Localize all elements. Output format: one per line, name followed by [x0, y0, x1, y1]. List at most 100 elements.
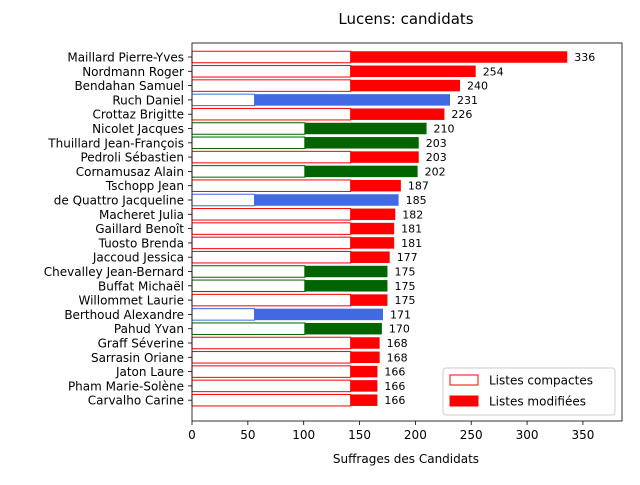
bar-compact: [191, 107, 352, 121]
bar-value-label: 181: [401, 237, 422, 250]
bars-group: 3362542402312262102032032021871851821811…: [191, 50, 595, 407]
bar-value-label: 202: [425, 165, 446, 178]
y-tick-label: Sarrasin Oriane: [91, 351, 184, 365]
bar-modified: [254, 194, 399, 206]
bar-compact: [191, 265, 306, 278]
y-tick-label: Willommet Laurie: [78, 294, 184, 308]
bar-compact: [191, 293, 352, 307]
bar-modified: [350, 365, 378, 378]
bar-value-label: 231: [457, 94, 478, 107]
bar-value-label: 226: [451, 108, 472, 121]
bar-modified: [350, 179, 401, 192]
chart-title: Lucens: candidats: [338, 10, 473, 28]
bar-modified: [350, 237, 395, 249]
x-tick-label: 350: [571, 428, 594, 442]
y-tick-label: Chevalley Jean-Bernard: [44, 265, 184, 279]
bar-modified: [350, 380, 378, 392]
bar-value-label: 166: [384, 380, 405, 393]
bar-modified: [254, 308, 383, 321]
y-tick-label: Nordmann Roger: [82, 65, 184, 79]
bar-modified: [304, 137, 419, 149]
bar-modified: [350, 222, 395, 235]
bar-compact: [191, 150, 352, 164]
bar-value-label: 175: [394, 294, 415, 307]
y-tick-label: Carvalho Carine: [88, 394, 184, 408]
bar-compact: [191, 279, 306, 293]
bar-modified: [350, 337, 380, 349]
y-tick-label: Berthoud Alexandre: [64, 308, 184, 322]
bar-modified: [350, 79, 461, 92]
legend-swatch: [449, 374, 479, 386]
bar-value-label: 168: [387, 337, 408, 350]
bar-value-label: 210: [434, 123, 455, 136]
bar-value-label: 168: [387, 351, 408, 364]
plot-frame: [191, 42, 623, 422]
bar-compact: [191, 136, 306, 150]
y-tick-label: Nicolet Jacques: [92, 122, 184, 136]
bar-modified: [350, 251, 390, 263]
x-axis-label: Suffrages des Candidats: [333, 452, 479, 466]
x-axis: 0 50 100 150 200 250 300 350: [188, 421, 594, 442]
bar-value-label: 240: [467, 80, 488, 93]
bar-value-label: 170: [389, 323, 410, 336]
bar-value-label: 175: [394, 266, 415, 279]
bar-compact: [191, 79, 352, 92]
bar-value-label: 254: [483, 65, 504, 78]
y-tick-label: de Quattro Jacqueline: [54, 194, 184, 208]
bar-compact: [191, 351, 352, 364]
y-tick-label: Tuosto Brenda: [98, 236, 184, 250]
bar-compact: [191, 165, 306, 178]
bar-value-label: 175: [394, 280, 415, 293]
legend-swatch: [449, 395, 479, 407]
bar-compact: [191, 65, 352, 78]
y-tick-label: Thuillard Jean-François: [47, 136, 184, 150]
bar-compact: [191, 193, 256, 207]
bar-compact: [191, 393, 352, 407]
bar-compact: [191, 322, 306, 335]
bar-compact: [191, 250, 352, 264]
y-tick-label: Pham Marie-Solène: [68, 379, 184, 393]
y-tick-label: Crottaz Brigitte: [92, 108, 184, 122]
bar-value-label: 171: [390, 308, 411, 321]
bar-modified: [304, 265, 388, 278]
bar-value-label: 166: [384, 366, 405, 379]
bar-value-label: 182: [402, 208, 423, 221]
y-tick-label: Buffat Michaël: [98, 279, 184, 293]
y-tick-label: Ruch Daniel: [112, 93, 184, 107]
bar-compact: [191, 179, 352, 192]
y-tick-label: Jaccoud Jessica: [92, 251, 184, 265]
bar-value-label: 185: [406, 194, 427, 207]
y-tick-label: Graff Séverine: [98, 337, 184, 351]
x-tick-label: 0: [188, 428, 196, 442]
legend-label: Listes modifiées: [489, 395, 586, 409]
x-tick-label: 100: [292, 428, 315, 442]
bar-value-label: 203: [426, 137, 447, 150]
bar-value-label: 203: [426, 151, 447, 164]
x-tick-label: 300: [516, 428, 539, 442]
bar-modified: [304, 280, 388, 292]
bar-compact: [191, 308, 256, 321]
y-tick-label: Tschopp Jean: [105, 179, 184, 193]
y-tick-label: Jaton Laure: [115, 365, 184, 379]
y-tick-label: Cornamusaz Alain: [76, 165, 184, 179]
bar-modified: [350, 351, 380, 364]
x-tick-label: 150: [348, 428, 371, 442]
bar-modified: [254, 94, 450, 106]
bar-value-label: 166: [384, 394, 405, 407]
bar-compact: [191, 365, 352, 378]
y-tick-label: Maillard Pierre-Yves: [67, 51, 184, 65]
bar-modified: [350, 108, 445, 120]
y-tick-label: Gaillard Benoît: [95, 222, 184, 236]
bar-compact: [191, 222, 352, 235]
bar-compact: [191, 336, 352, 350]
y-tick-label: Pedroli Sébastien: [80, 151, 184, 165]
bar-modified: [350, 65, 476, 78]
x-tick-label: 250: [460, 428, 483, 442]
bar-compact: [191, 93, 256, 107]
bar-compact: [191, 50, 352, 64]
bar-value-label: 181: [401, 223, 422, 236]
y-tick-label: Macheret Julia: [99, 208, 184, 222]
legend-label: Listes compactes: [489, 374, 593, 388]
